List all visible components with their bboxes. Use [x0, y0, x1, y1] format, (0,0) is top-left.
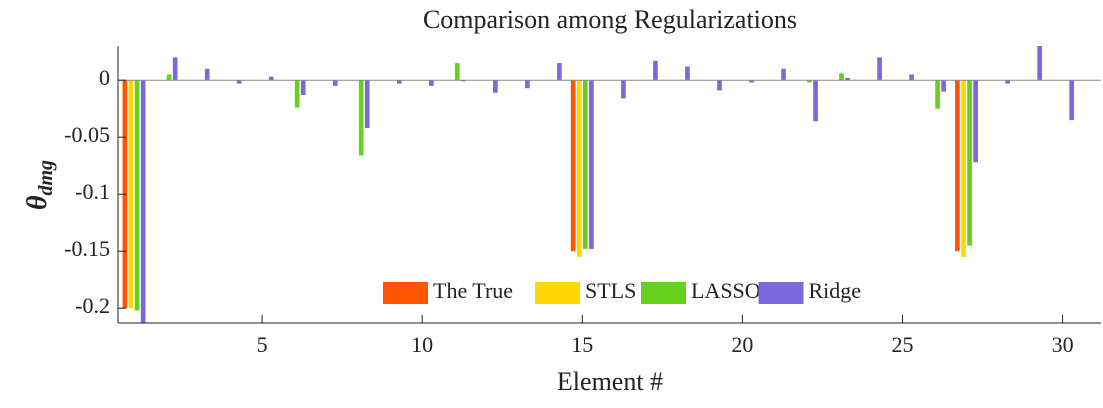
bar [166, 74, 172, 81]
bar [1037, 46, 1043, 81]
bar [454, 63, 460, 81]
bar [845, 77, 850, 81]
bar [621, 80, 626, 99]
bar [717, 80, 722, 91]
bar [396, 80, 402, 84]
bar [967, 80, 972, 246]
bar [685, 66, 690, 81]
bar [428, 80, 434, 86]
bar [236, 80, 242, 84]
bar [493, 80, 498, 93]
bar [557, 63, 562, 81]
legend-swatch [641, 282, 686, 304]
y-axis-label: θdmg [22, 160, 56, 210]
bar [781, 68, 786, 81]
legend-swatch [383, 282, 428, 304]
x-tick-label: 25 [891, 332, 913, 357]
legend-swatch [535, 282, 580, 304]
x-tick-label: 10 [411, 332, 433, 357]
chart-title: Comparison among Regularizations [423, 5, 797, 34]
y-tick-label: 0 [99, 65, 110, 90]
bar [589, 80, 594, 249]
bar [807, 80, 812, 83]
y-axis-label-main: θ [22, 195, 53, 210]
bar [813, 80, 818, 122]
x-axis-label: Element # [557, 367, 663, 396]
bar [955, 80, 960, 252]
bar [358, 80, 364, 156]
bar [172, 57, 178, 81]
y-axis-label-subscript: dmg [35, 160, 57, 196]
bar [461, 80, 466, 82]
bar [653, 60, 658, 81]
bar [140, 80, 146, 323]
bar [961, 80, 966, 257]
bar [268, 76, 274, 81]
bar [935, 80, 940, 109]
bar [1069, 80, 1075, 121]
legend-label: LASSO [691, 278, 761, 303]
bar [525, 80, 530, 89]
y-tick-label: -0.2 [75, 293, 110, 318]
bar [332, 80, 338, 86]
bar [300, 80, 306, 96]
bar [973, 80, 978, 163]
legend-label: The True [433, 278, 513, 303]
bar [909, 74, 914, 81]
x-tick-label: 30 [1052, 332, 1074, 357]
legend-swatch [758, 282, 804, 304]
x-tick-label: 5 [257, 332, 268, 357]
legend-label: Ridge [809, 278, 862, 303]
bar [204, 68, 210, 81]
bar [1005, 80, 1010, 84]
bar [576, 80, 582, 257]
bar [839, 73, 844, 81]
bar [749, 80, 754, 83]
y-tick-label: -0.05 [64, 122, 110, 147]
bars [122, 46, 1075, 323]
bar [877, 57, 882, 81]
x-tick-label: 20 [731, 332, 753, 357]
bar [941, 80, 946, 92]
bar [128, 80, 134, 309]
bar [134, 80, 140, 311]
x-tick-label: 15 [571, 332, 593, 357]
bar [583, 80, 588, 249]
bar [364, 80, 370, 129]
bar [294, 80, 300, 108]
y-tick-label: -0.15 [64, 236, 110, 261]
y-tick-label: -0.1 [75, 179, 110, 204]
legend-label: STLS [585, 278, 636, 303]
bar [570, 80, 576, 252]
